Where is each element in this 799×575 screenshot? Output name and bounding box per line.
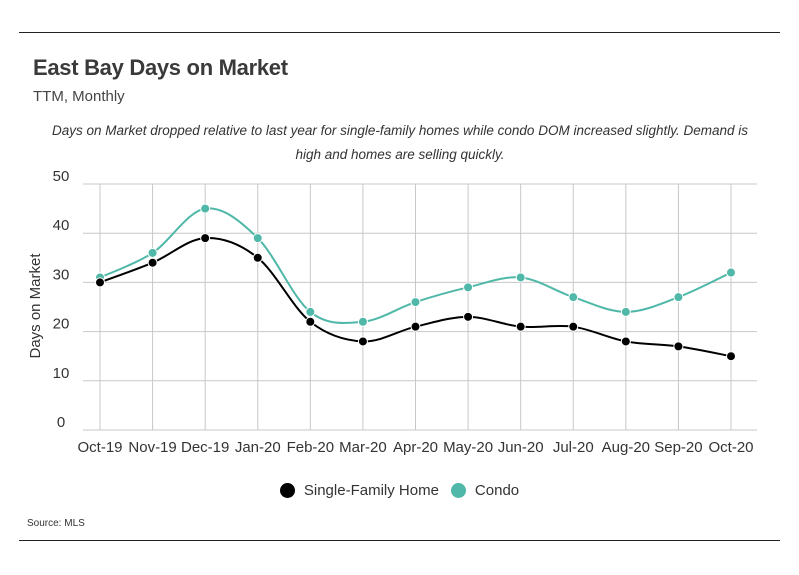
data-point-condo-Jan-20 <box>252 233 263 244</box>
x-tick-label: Nov-19 <box>128 439 176 456</box>
y-tick-label: 30 <box>53 266 70 283</box>
data-point-single-family-home-Sep-20 <box>673 341 684 352</box>
legend-swatch-single-family <box>279 483 295 498</box>
x-tick-label: Dec-19 <box>181 439 229 456</box>
top-rule <box>19 32 780 33</box>
x-tick-label: Oct-20 <box>708 439 753 456</box>
chart-subtitle: TTM, Monthly <box>33 88 125 105</box>
x-tick-label: Mar-20 <box>339 439 387 456</box>
data-point-single-family-home-Jan-20 <box>252 252 263 263</box>
y-tick-label: 0 <box>57 414 65 431</box>
data-point-single-family-home-May-20 <box>463 311 474 322</box>
data-point-condo-Dec-19 <box>200 203 211 214</box>
data-point-condo-Oct-20 <box>726 267 736 278</box>
data-point-single-family-home-Oct-20 <box>726 351 736 362</box>
x-tick-label: Oct-19 <box>77 439 122 456</box>
y-tick-label: 10 <box>53 365 70 382</box>
data-point-condo-Aug-20 <box>620 306 631 317</box>
data-point-single-family-home-Nov-19 <box>147 257 158 268</box>
x-tick-label: May-20 <box>443 439 493 456</box>
data-point-condo-Jul-20 <box>568 292 579 303</box>
x-tick-label: Jul-20 <box>553 439 594 456</box>
grid-lines <box>83 183 757 431</box>
data-point-condo-Jun-20 <box>515 272 526 283</box>
bottom-rule <box>19 540 780 541</box>
x-tick-label: Apr-20 <box>393 439 438 456</box>
y-axis-label: Days on Market <box>27 253 44 359</box>
x-tick-labels: Oct-19 Nov-19 Dec-19 Jan-20 Feb-20 Mar-20 Apr-… <box>77 439 753 456</box>
data-point-condo-May-20 <box>463 282 474 293</box>
data-point-single-family-home-Oct-19 <box>95 277 105 288</box>
data-point-single-family-home-Mar-20 <box>357 336 368 347</box>
series-points <box>95 203 736 362</box>
legend: Single-Family Home Condo <box>0 482 799 499</box>
data-point-single-family-home-Dec-19 <box>200 233 211 244</box>
legend-item-condo: Condo <box>450 482 520 499</box>
y-tick-label: 50 <box>53 168 70 185</box>
data-point-condo-Nov-19 <box>147 247 158 258</box>
y-tick-label: 20 <box>53 316 70 333</box>
y-tick-labels: 0 10 20 30 40 50 <box>53 168 70 431</box>
data-point-single-family-home-Apr-20 <box>410 321 421 332</box>
data-point-single-family-home-Jul-20 <box>568 321 579 332</box>
data-point-single-family-home-Aug-20 <box>620 336 631 347</box>
chart-caption: Days on Market dropped relative to last … <box>51 123 749 162</box>
data-point-condo-Apr-20 <box>410 297 421 308</box>
y-tick-label: 40 <box>53 217 70 234</box>
chart-title: East Bay Days on Market <box>33 55 288 80</box>
legend-swatch-condo <box>450 483 466 498</box>
x-tick-label: Jun-20 <box>498 439 544 456</box>
x-tick-label: Sep-20 <box>654 439 702 456</box>
data-point-condo-Sep-20 <box>673 292 684 303</box>
legend-label-condo: Condo <box>474 482 520 499</box>
data-point-single-family-home-Jun-20 <box>515 321 526 332</box>
x-tick-label: Aug-20 <box>602 439 650 456</box>
data-point-condo-Mar-20 <box>357 316 368 327</box>
x-tick-label: Feb-20 <box>287 439 335 456</box>
legend-item-single-family: Single-Family Home <box>279 482 439 499</box>
x-tick-label: Jan-20 <box>235 439 281 456</box>
data-point-single-family-home-Feb-20 <box>305 316 316 327</box>
legend-label-single-family: Single-Family Home <box>303 482 439 499</box>
data-point-condo-Feb-20 <box>305 306 316 317</box>
source-note: Source: MLS <box>27 518 85 529</box>
